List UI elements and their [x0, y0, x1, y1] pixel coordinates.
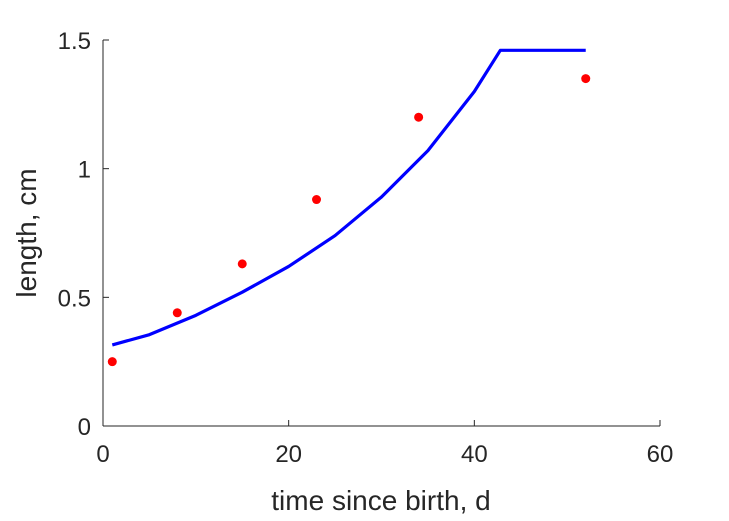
x-tick-label: 60	[647, 441, 674, 468]
data-point	[312, 195, 322, 205]
x-tick-label: 40	[461, 441, 488, 468]
x-axis-label: time since birth, d	[271, 485, 490, 516]
y-tick-label: 0.5	[58, 285, 91, 312]
data-point	[581, 74, 591, 84]
x-tick-label: 20	[275, 441, 302, 468]
y-tick-label: 0	[78, 414, 91, 441]
data-point	[414, 112, 424, 122]
data-point	[237, 259, 247, 269]
axes: 0 20 40 60 0 0.5 1 1.5	[58, 28, 674, 468]
model-curve	[111, 48, 586, 347]
plot-marks	[107, 48, 591, 367]
y-axis-label: length, cm	[11, 168, 42, 297]
data-point	[172, 308, 182, 318]
x-tick-label: 0	[96, 441, 109, 468]
data-point	[107, 357, 117, 367]
y-tick-label: 1	[78, 157, 91, 184]
y-tick-label: 1.5	[58, 28, 91, 55]
